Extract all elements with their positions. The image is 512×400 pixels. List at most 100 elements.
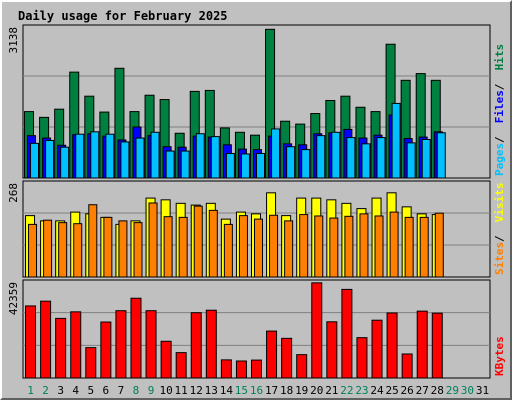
- x-tick-label: 28: [431, 384, 444, 397]
- requests-pages-bar: [180, 150, 190, 179]
- kbytes-kbytes-bar: [266, 330, 278, 379]
- requests-pages-bar: [406, 142, 416, 179]
- kbytes-kbytes-bar: [371, 319, 383, 379]
- visitors-sites-bar: [88, 204, 98, 278]
- requests-max-label: 3138: [7, 27, 20, 54]
- x-tick-label: 13: [205, 384, 218, 397]
- kbytes-kbytes-bar: [55, 317, 67, 379]
- visitors-sites-bar: [103, 216, 113, 278]
- x-tick-label: 6: [103, 384, 110, 397]
- requests-pages-bar: [346, 137, 356, 179]
- requests-panel: 3138 Pages / Files / Hits: [7, 24, 506, 179]
- kbytes-kbytes-bar: [85, 347, 97, 379]
- kbytes-legend-kbytes: KBytes: [493, 336, 506, 376]
- kbytes-kbytes-bar: [416, 310, 428, 379]
- x-tick-label: 27: [416, 384, 429, 397]
- x-tick-label: 12: [190, 384, 203, 397]
- x-tick-label: 1: [27, 384, 34, 397]
- requests-pages-bar: [75, 133, 85, 179]
- visitors-sites-bar: [73, 223, 83, 278]
- requests-pages-bar: [210, 136, 220, 179]
- kbytes-kbytes-bar: [311, 282, 323, 379]
- x-tick-label: 10: [159, 384, 172, 397]
- visitors-sites-bar: [223, 223, 233, 278]
- x-tick-label: 14: [220, 384, 234, 397]
- visitors-sites-bar: [133, 222, 143, 278]
- requests-pages-bar: [331, 131, 341, 179]
- chart-panels: 3138 Pages / Files / Hits 268 Sites / Visit…: [7, 24, 506, 379]
- chart-title: Daily usage for February 2025: [18, 9, 228, 23]
- visitors-sites-bar: [374, 215, 384, 278]
- x-tick-label: 5: [87, 384, 94, 397]
- requests-pages-bar: [165, 150, 175, 179]
- visitors-sites-bar: [238, 215, 248, 278]
- requests-pages-bar: [240, 153, 250, 179]
- kbytes-kbytes-bar: [356, 337, 368, 379]
- requests-legend-separator: /: [493, 83, 506, 90]
- x-tick-label: 16: [250, 384, 263, 397]
- visitors-sites-bar: [359, 213, 369, 278]
- requests-pages-bar: [421, 139, 431, 179]
- visitors-sites-bar: [389, 211, 399, 278]
- requests-pages-bar: [30, 142, 40, 179]
- requests-pages-bar: [225, 152, 235, 179]
- kbytes-kbytes-bar: [25, 305, 37, 379]
- requests-pages-bar: [286, 146, 296, 179]
- kbytes-kbytes-bar: [220, 359, 232, 379]
- kbytes-kbytes-bar: [281, 337, 293, 379]
- x-tick-label: 8: [133, 384, 140, 397]
- kbytes-kbytes-bar: [341, 288, 353, 379]
- visitors-sites-bar: [284, 220, 294, 278]
- x-tick-label: 20: [310, 384, 323, 397]
- x-tick-label: 2: [42, 384, 49, 397]
- requests-legend-pages: Pages: [493, 143, 506, 176]
- visitors-sites-bar: [314, 215, 324, 278]
- visitors-sites-bar: [344, 215, 354, 278]
- kbytes-kbytes-bar: [145, 310, 157, 379]
- kbytes-kbytes-bar: [251, 359, 262, 379]
- kbytes-kbytes-bar: [40, 300, 52, 379]
- visitors-sites-bar: [28, 223, 38, 278]
- visitors-sites-bar: [299, 214, 309, 278]
- x-tick-label: 4: [72, 384, 79, 397]
- requests-pages-bar: [271, 128, 281, 179]
- visitors-sites-bar: [404, 216, 414, 278]
- kbytes-max-label: 42359: [7, 282, 20, 315]
- requests-pages-bar: [195, 133, 205, 179]
- kbytes-kbytes-bar: [190, 312, 202, 379]
- visitors-sites-bar: [148, 202, 158, 278]
- requests-pages-bar: [150, 131, 160, 179]
- visitors-sites-bar: [43, 219, 53, 278]
- visitors-legend-separator: /: [493, 235, 506, 242]
- requests-pages-bar: [90, 131, 100, 179]
- kbytes-kbytes-bar: [386, 312, 398, 379]
- kbytes-kbytes-bar: [160, 340, 172, 379]
- visitors-sites-bar: [434, 212, 444, 278]
- visitors-sites-bar: [118, 220, 128, 278]
- visitors-sites-bar: [419, 216, 429, 278]
- kbytes-kbytes-bar: [175, 352, 187, 379]
- requests-pages-bar: [301, 149, 311, 179]
- requests-pages-bar: [45, 139, 55, 179]
- x-tick-label: 21: [325, 384, 338, 397]
- visitors-legend-visits: Visits: [493, 182, 506, 222]
- kbytes-kbytes-bar: [100, 321, 112, 379]
- requests-legend-separator: /: [493, 136, 506, 143]
- requests-pages-bar: [120, 141, 130, 179]
- x-tick-label: 23: [355, 384, 368, 397]
- x-tick-label: 9: [148, 384, 155, 397]
- requests-pages-bar: [256, 152, 265, 179]
- kbytes-kbytes-bar: [401, 353, 413, 379]
- visitors-legend-sites: Sites: [493, 242, 506, 275]
- x-tick-label: 31: [476, 384, 489, 397]
- visitors-sites-bar: [178, 216, 188, 278]
- visitors-max-label: 268: [7, 183, 20, 203]
- x-tick-label: 18: [280, 384, 293, 397]
- visitors-sites-bar: [58, 222, 68, 278]
- visitors-sites-bar: [329, 217, 339, 278]
- requests-legend-hits: Hits: [493, 44, 506, 71]
- kbytes-kbytes-bar: [115, 310, 127, 379]
- x-tick-label: 17: [265, 384, 278, 397]
- kbytes-kbytes-bar: [326, 321, 338, 379]
- requests-pages-bar: [391, 102, 401, 179]
